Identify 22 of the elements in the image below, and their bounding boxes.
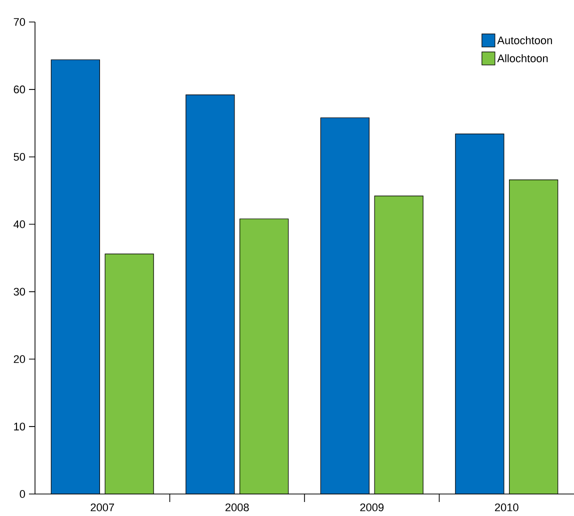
y-tick-label: 10 bbox=[14, 422, 26, 430]
y-tick-label: 40 bbox=[14, 220, 26, 228]
x-tick-label: 2009 bbox=[360, 504, 384, 512]
x-tick-label: 2010 bbox=[494, 504, 518, 512]
y-tick-label: 20 bbox=[14, 355, 26, 364]
x-tick-label: 2007 bbox=[90, 504, 114, 512]
bar bbox=[186, 94, 235, 494]
y-tick-label: 60 bbox=[14, 86, 26, 94]
bar bbox=[509, 179, 558, 494]
bar bbox=[104, 254, 154, 494]
legend-label: Autochtoon bbox=[497, 36, 552, 44]
y-tick-label: 0 bbox=[20, 490, 26, 498]
bar bbox=[50, 59, 100, 494]
legend-label: Allochtoon bbox=[497, 54, 548, 62]
y-tick-label: 70 bbox=[14, 18, 26, 26]
bar bbox=[240, 218, 289, 494]
y-tick-label: 50 bbox=[14, 152, 26, 161]
bar bbox=[374, 196, 424, 494]
bar bbox=[455, 134, 504, 494]
bar bbox=[320, 117, 370, 494]
x-tick-label: 2008 bbox=[225, 504, 249, 512]
y-tick-label: 30 bbox=[14, 288, 26, 296]
